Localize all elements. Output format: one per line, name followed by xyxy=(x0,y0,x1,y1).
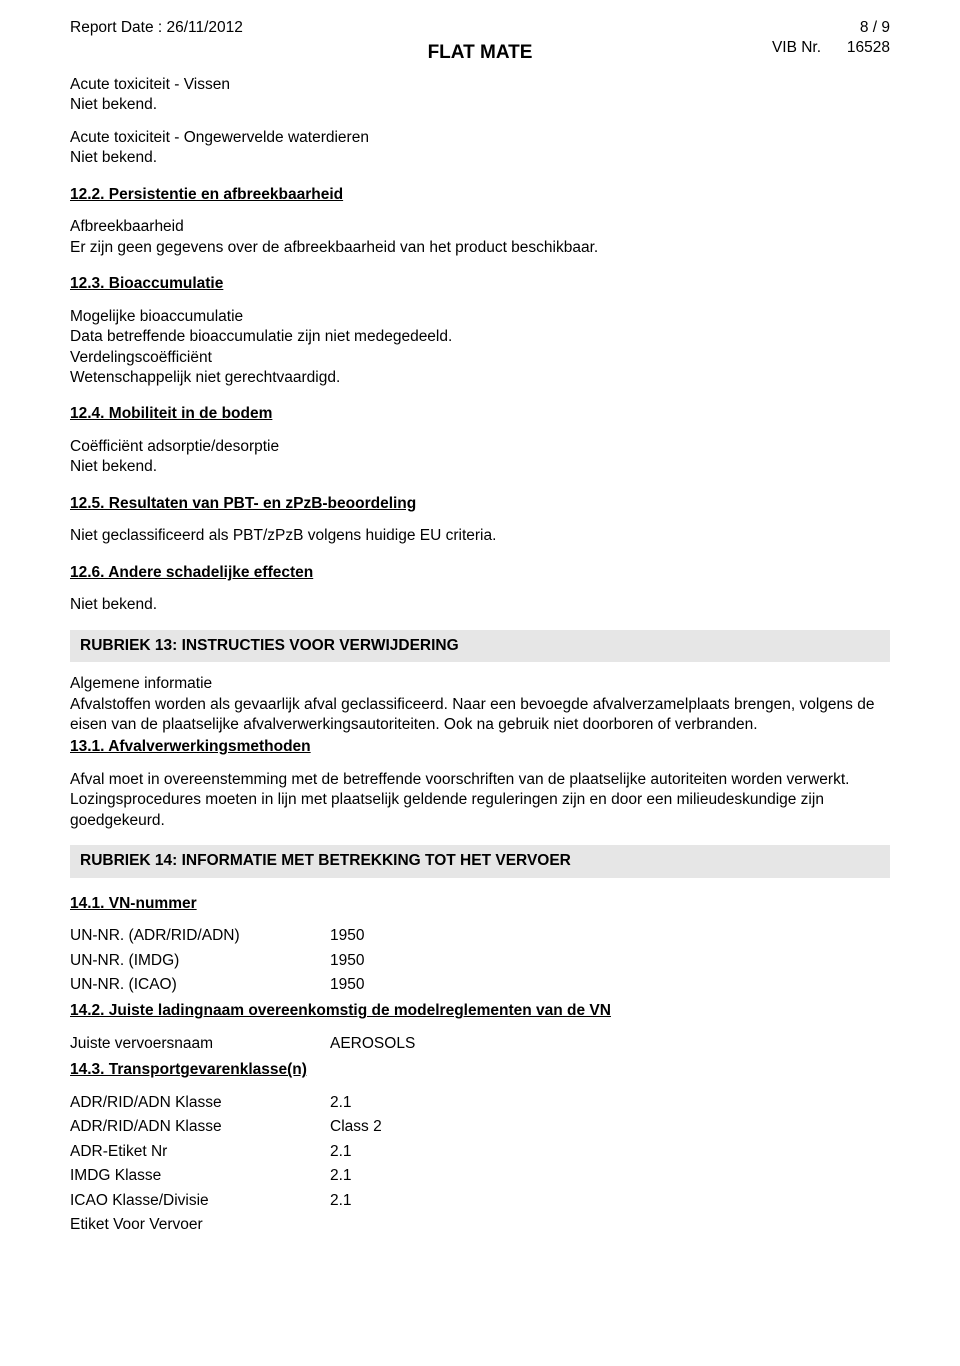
table-row: UN-NR. (ICAO) 1950 xyxy=(70,975,890,995)
table-row: ICAO Klasse/Divisie 2.1 xyxy=(70,1191,890,1211)
table-row: UN-NR. (IMDG) 1950 xyxy=(70,951,890,971)
imdg-class-val: 2.1 xyxy=(330,1166,890,1186)
adr-label-val: 2.1 xyxy=(330,1142,890,1162)
acute-toxicity-invertebrates: Acute toxiciteit - Ongewervelde waterdie… xyxy=(70,128,890,169)
adr-class-val-1: 2.1 xyxy=(330,1093,890,1113)
section-12-5-value: Niet geclassificeerd als PBT/zPzB volgen… xyxy=(70,526,890,546)
degradability-label: Afbreekbaarheid xyxy=(70,217,890,237)
page-number: 8 / 9 xyxy=(860,18,890,38)
heading-14-1: 14.1. VN-nummer xyxy=(70,894,890,914)
un-imdg-val: 1950 xyxy=(330,951,890,971)
acute-toxicity-invertebrates-value: Niet bekend. xyxy=(70,148,890,168)
section-12-3-body: Mogelijke bioaccumulatie Data betreffend… xyxy=(70,307,890,389)
degradability-value: Er zijn geen gegevens over de afbreekbaa… xyxy=(70,238,890,258)
adr-label-key: ADR-Etiket Nr xyxy=(70,1142,330,1162)
adsorption-value: Niet bekend. xyxy=(70,457,890,477)
adr-class-val-2: Class 2 xyxy=(330,1117,890,1137)
acute-toxicity-fish: Acute toxiciteit - Vissen Niet bekend. xyxy=(70,75,890,116)
table-row: IMDG Klasse 2.1 xyxy=(70,1166,890,1186)
table-row: ADR/RID/ADN Klasse Class 2 xyxy=(70,1117,890,1137)
vib-label: VIB Nr. xyxy=(772,39,821,56)
report-date: Report Date : 26/11/2012 xyxy=(70,18,243,38)
section-12-6-value: Niet bekend. xyxy=(70,595,890,615)
rubriek-14-bar: RUBRIEK 14: INFORMATIE MET BETREKKING TO… xyxy=(70,845,890,877)
partition-coef-value: Wetenschappelijk niet gerechtvaardigd. xyxy=(70,368,890,388)
partition-coef-label: Verdelingscoëfficiënt xyxy=(70,348,890,368)
heading-12-5: 12.5. Resultaten van PBT- en zPzB-beoord… xyxy=(70,494,890,514)
table-row: ADR/RID/ADN Klasse 2.1 xyxy=(70,1093,890,1113)
header-top-row: Report Date : 26/11/2012 8 / 9 xyxy=(70,18,890,38)
heading-12-2: 12.2. Persistentie en afbreekbaarheid xyxy=(70,185,890,205)
table-row: Juiste vervoersnaam AEROSOLS xyxy=(70,1034,890,1054)
shipping-name-key: Juiste vervoersnaam xyxy=(70,1034,330,1054)
heading-12-6: 12.6. Andere schadelijke effecten xyxy=(70,563,890,583)
un-imdg-key: UN-NR. (IMDG) xyxy=(70,951,330,971)
imdg-class-key: IMDG Klasse xyxy=(70,1166,330,1186)
page-header: Report Date : 26/11/2012 8 / 9 VIB Nr. 1… xyxy=(70,18,890,65)
un-icao-val: 1950 xyxy=(330,975,890,995)
acute-toxicity-fish-label: Acute toxiciteit - Vissen xyxy=(70,75,890,95)
r13-general-label: Algemene informatie xyxy=(70,674,890,694)
adr-class-key-2: ADR/RID/ADN Klasse xyxy=(70,1117,330,1137)
bioaccumulation-value: Data betreffende bioaccumulatie zijn nie… xyxy=(70,327,890,347)
r13-general-text: Afvalstoffen worden als gevaarlijk afval… xyxy=(70,695,890,736)
adsorption-label: Coëfficiënt adsorptie/desorptie xyxy=(70,437,890,457)
un-adr-val: 1950 xyxy=(330,926,890,946)
icao-class-val: 2.1 xyxy=(330,1191,890,1211)
section-12-2-body: Afbreekbaarheid Er zijn geen gegevens ov… xyxy=(70,217,890,258)
page: Report Date : 26/11/2012 8 / 9 VIB Nr. 1… xyxy=(0,0,960,1366)
un-icao-key: UN-NR. (ICAO) xyxy=(70,975,330,995)
heading-14-2: 14.2. Juiste ladingnaam overeenkomstig d… xyxy=(70,1001,890,1021)
acute-toxicity-fish-value: Niet bekend. xyxy=(70,95,890,115)
r13-1-text: Afval moet in overeenstemming met de bet… xyxy=(70,770,890,831)
heading-14-3: 14.3. Transportgevarenklasse(n) xyxy=(70,1060,890,1080)
table-row: UN-NR. (ADR/RID/ADN) 1950 xyxy=(70,926,890,946)
adr-class-key-1: ADR/RID/ADN Klasse xyxy=(70,1093,330,1113)
rubriek-13-bar: RUBRIEK 13: INSTRUCTIES VOOR VERWIJDERIN… xyxy=(70,630,890,662)
shipping-name-val: AEROSOLS xyxy=(330,1034,890,1054)
heading-13-1: 13.1. Afvalverwerkingsmethoden xyxy=(70,737,890,757)
heading-12-4: 12.4. Mobiliteit in de bodem xyxy=(70,404,890,424)
heading-12-3: 12.3. Bioaccumulatie xyxy=(70,274,890,294)
table-row: ADR-Etiket Nr 2.1 xyxy=(70,1142,890,1162)
section-12-4-body: Coëfficiënt adsorptie/desorptie Niet bek… xyxy=(70,437,890,478)
acute-toxicity-invertebrates-label: Acute toxiciteit - Ongewervelde waterdie… xyxy=(70,128,890,148)
document-title: FLAT MATE xyxy=(70,40,890,65)
un-adr-key: UN-NR. (ADR/RID/ADN) xyxy=(70,926,330,946)
bioaccumulation-label: Mogelijke bioaccumulatie xyxy=(70,307,890,327)
icao-class-key: ICAO Klasse/Divisie xyxy=(70,1191,330,1211)
vib-value: 16528 xyxy=(847,39,890,56)
transport-label-footer: Etiket Voor Vervoer xyxy=(70,1215,890,1235)
